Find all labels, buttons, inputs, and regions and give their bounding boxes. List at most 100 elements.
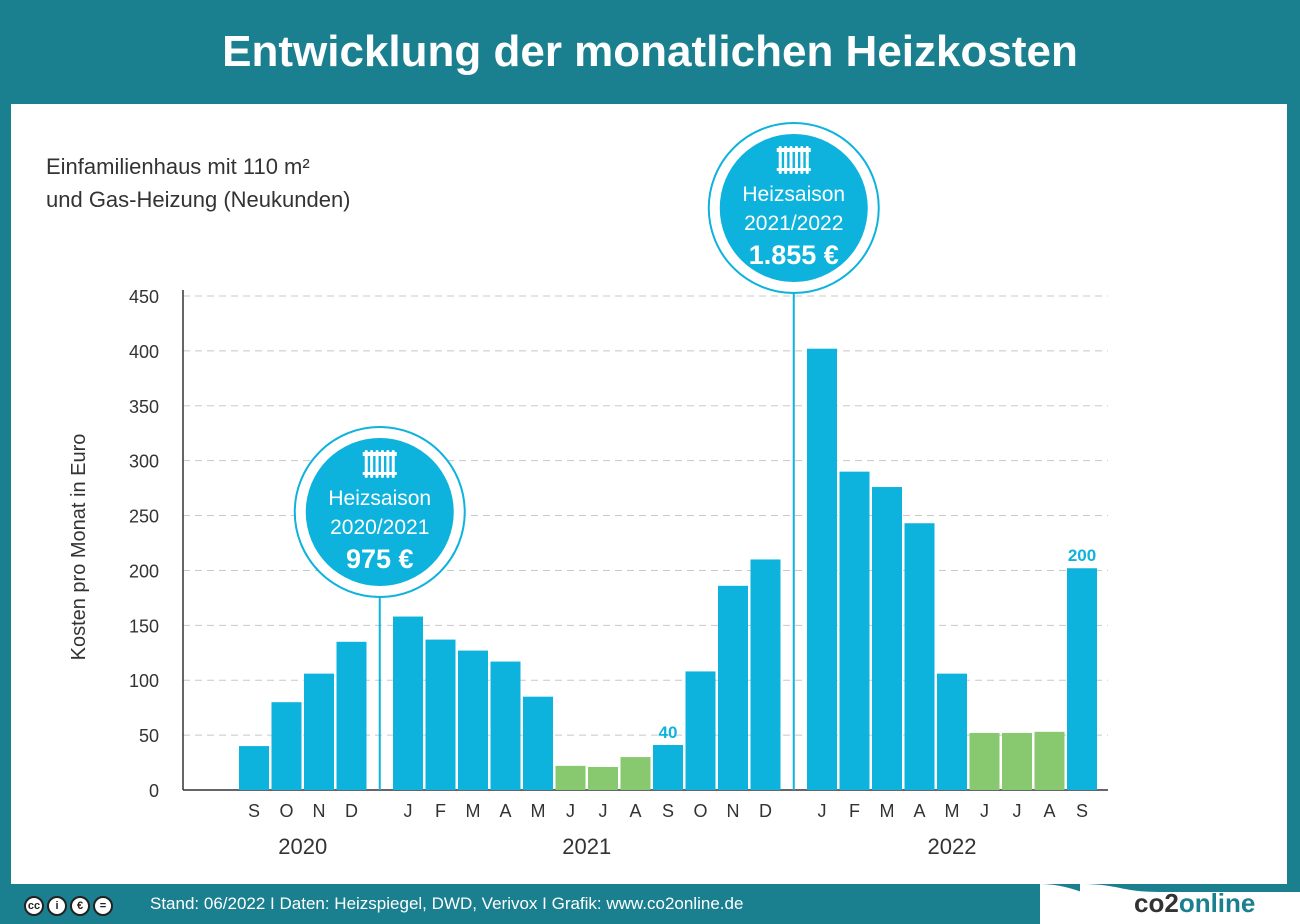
co2online-logo: co2online <box>1134 888 1255 919</box>
bar <box>872 487 902 790</box>
x-tick-label: O <box>693 801 707 821</box>
noncommercial-icon: € <box>70 896 90 916</box>
y-tick-label: 150 <box>129 616 159 636</box>
y-tick-label: 0 <box>149 781 159 801</box>
bar <box>1034 731 1065 790</box>
x-tick-label: D <box>759 801 772 821</box>
license-icons: cc i € = <box>24 896 113 916</box>
year-label: 2022 <box>928 834 977 859</box>
radiator-icon <box>370 450 374 478</box>
bar <box>718 585 748 790</box>
chart-title: Entwicklung der monatlichen Heizkosten <box>222 27 1078 76</box>
x-tick-label: J <box>599 801 608 821</box>
radiator-icon <box>776 168 811 171</box>
y-tick-label: 400 <box>129 342 159 362</box>
radiator-icon <box>778 146 782 174</box>
x-tick-label: J <box>818 801 827 821</box>
x-tick-label: M <box>945 801 960 821</box>
bar <box>555 765 586 790</box>
x-tick-label: J <box>566 801 575 821</box>
radiator-icon <box>380 450 384 478</box>
radiator-icon <box>375 450 379 478</box>
bar <box>685 671 716 790</box>
x-tick-label: F <box>435 801 446 821</box>
year-label: 2020 <box>278 834 327 859</box>
bar <box>588 766 618 790</box>
season-title: Heizsaison <box>328 487 431 510</box>
bar <box>271 702 302 790</box>
bar <box>969 732 1000 790</box>
x-tick-label: D <box>345 801 358 821</box>
y-axis-title: Kosten pro Monat in Euro <box>68 434 90 661</box>
logo-wave-shape <box>1040 884 1300 924</box>
attribution-icon: i <box>47 896 67 916</box>
x-tick-label: A <box>1043 801 1055 821</box>
x-tick-label: F <box>849 801 860 821</box>
data-label: 200 <box>1068 546 1096 565</box>
y-tick-label: 100 <box>129 671 159 691</box>
y-tick-label: 350 <box>129 397 159 417</box>
bar <box>1067 568 1097 790</box>
x-tick-label: O <box>279 801 293 821</box>
data-label: 40 <box>659 723 678 742</box>
bar <box>839 471 870 790</box>
year-label: 2021 <box>562 834 611 859</box>
footer-source-text: Stand: 06/2022 I Daten: Heizspiegel, DWD… <box>150 894 744 913</box>
radiator-icon <box>805 146 809 174</box>
bar <box>336 641 367 790</box>
x-tick-label: M <box>466 801 481 821</box>
bar <box>750 559 781 790</box>
radiator-icon <box>362 452 397 456</box>
x-tick-label: J <box>1013 801 1022 821</box>
x-tick-label: N <box>727 801 740 821</box>
season-period: 2021/2022 <box>744 212 843 235</box>
x-tick-label: A <box>499 801 511 821</box>
subtitle: Einfamilienhaus mit 110 m² und Gas-Heizu… <box>46 150 351 216</box>
bar <box>490 661 521 790</box>
season-title: Heizsaison <box>742 183 845 206</box>
x-tick-label: A <box>629 801 641 821</box>
radiator-icon <box>800 146 804 174</box>
bar <box>904 523 935 790</box>
logo-part-co2: co2 <box>1134 888 1179 918</box>
y-tick-label: 250 <box>129 507 159 527</box>
y-tick-label: 50 <box>139 726 159 746</box>
radiator-icon <box>391 450 395 478</box>
bar <box>1002 732 1032 790</box>
radiator-icon <box>784 146 788 174</box>
bar <box>239 746 269 790</box>
bar <box>523 696 553 790</box>
radiator-icon <box>386 450 390 478</box>
season-total: 975 € <box>346 544 414 574</box>
heating-cost-bar-chart: 0 50 100 150 200 250 300 350 400 450 Kosten pro Mo… <box>68 122 1108 859</box>
bar <box>653 744 683 790</box>
x-tick-label: N <box>313 801 326 821</box>
x-tick-label: S <box>662 801 674 821</box>
x-tick-label: A <box>913 801 925 821</box>
y-tick-label: 300 <box>129 452 159 472</box>
radiator-icon <box>789 146 793 174</box>
x-tick-label: M <box>531 801 546 821</box>
y-tick-label: 200 <box>129 561 159 581</box>
y-tick-label: 450 <box>129 287 159 307</box>
bar <box>458 650 488 790</box>
season-badge <box>305 438 454 586</box>
x-tick-label: M <box>880 801 895 821</box>
x-tick-label: J <box>404 801 413 821</box>
radiator-icon <box>776 148 811 152</box>
bar <box>393 616 423 790</box>
logo-part-online: online <box>1178 888 1256 918</box>
chart-panel: 0 50 100 150 200 250 300 350 400 450 Kosten pro Mo… <box>11 104 1287 884</box>
bar <box>620 757 651 790</box>
x-tick-label: J <box>980 801 989 821</box>
season-period: 2020/2021 <box>330 516 429 539</box>
bar <box>937 673 967 790</box>
subtitle-line-1: Einfamilienhaus mit 110 m² <box>46 154 310 179</box>
cc-icon: cc <box>24 896 44 916</box>
bar <box>304 673 334 790</box>
x-tick-label: S <box>1076 801 1088 821</box>
season-total: 1.855 € <box>749 240 839 270</box>
x-tick-label: S <box>248 801 260 821</box>
bar <box>807 348 837 790</box>
noderivatives-icon: = <box>93 896 113 916</box>
